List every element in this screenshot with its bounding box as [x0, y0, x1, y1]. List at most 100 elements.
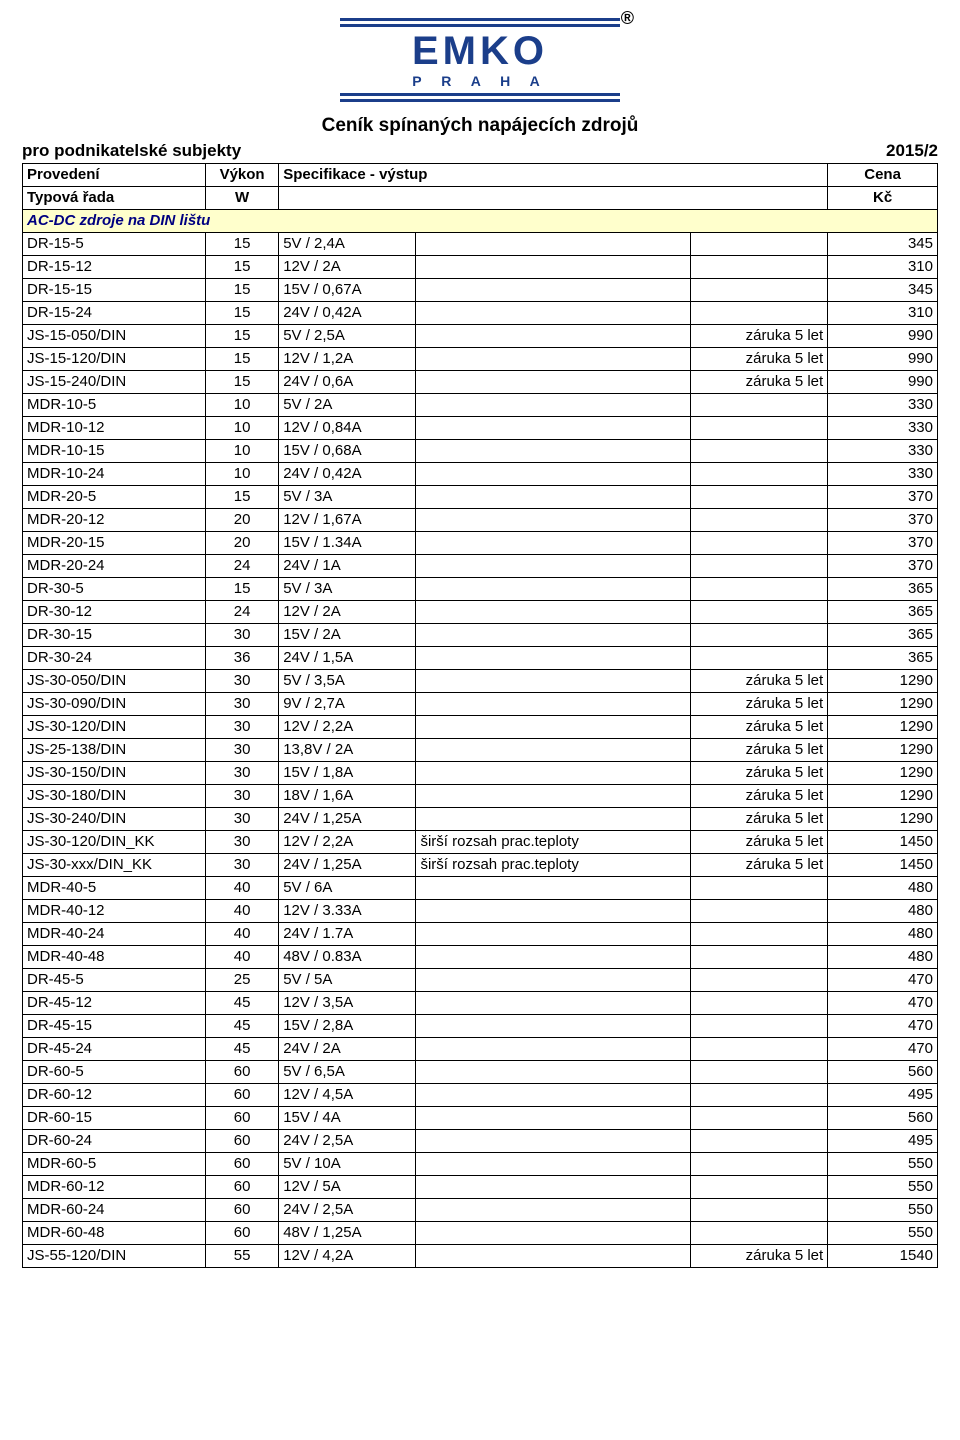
cell-model: JS-30-090/DIN — [23, 693, 206, 716]
cell-price: 1290 — [828, 693, 938, 716]
cell-warranty — [690, 1038, 827, 1061]
cell-note — [416, 1245, 691, 1268]
cell-model: MDR-40-5 — [23, 877, 206, 900]
cell-spec: 24V / 2,5A — [279, 1130, 416, 1153]
cell-warranty: záruka 5 let — [690, 808, 827, 831]
table-row: MDR-10-151015V / 0,68A330 — [23, 440, 938, 463]
cell-spec: 12V / 5A — [279, 1176, 416, 1199]
cell-power: 60 — [206, 1222, 279, 1245]
cell-warranty — [690, 992, 827, 1015]
cell-note — [416, 555, 691, 578]
cell-warranty: záruka 5 let — [690, 670, 827, 693]
cell-note — [416, 969, 691, 992]
cell-price: 550 — [828, 1222, 938, 1245]
table-row: JS-25-138/DIN3013,8V / 2Azáruka 5 let129… — [23, 739, 938, 762]
cell-warranty — [690, 969, 827, 992]
cell-note — [416, 647, 691, 670]
cell-model: DR-30-24 — [23, 647, 206, 670]
cell-price: 470 — [828, 1015, 938, 1038]
cell-power: 15 — [206, 578, 279, 601]
cell-note — [416, 302, 691, 325]
cell-spec: 24V / 1,5A — [279, 647, 416, 670]
cell-model: MDR-20-5 — [23, 486, 206, 509]
cell-model: MDR-10-15 — [23, 440, 206, 463]
cell-spec: 5V / 3A — [279, 486, 416, 509]
cell-spec: 5V / 2,5A — [279, 325, 416, 348]
cell-spec: 5V / 10A — [279, 1153, 416, 1176]
cell-price: 1290 — [828, 808, 938, 831]
cell-model: MDR-10-24 — [23, 463, 206, 486]
table-row: DR-60-126012V / 4,5A495 — [23, 1084, 938, 1107]
cell-price: 495 — [828, 1130, 938, 1153]
th-price-sub: Kč — [828, 187, 938, 210]
cell-price: 330 — [828, 440, 938, 463]
th-spec-sub — [279, 187, 828, 210]
cell-model: MDR-60-48 — [23, 1222, 206, 1245]
cell-power: 45 — [206, 992, 279, 1015]
cell-note — [416, 1107, 691, 1130]
cell-warranty — [690, 1130, 827, 1153]
cell-spec: 15V / 4A — [279, 1107, 416, 1130]
cell-note — [416, 325, 691, 348]
cell-power: 40 — [206, 923, 279, 946]
cell-note — [416, 578, 691, 601]
cell-price: 365 — [828, 601, 938, 624]
table-row: MDR-40-244024V / 1.7A480 — [23, 923, 938, 946]
table-row: MDR-20-5155V / 3A 370 — [23, 486, 938, 509]
table-row: DR-45-124512V / 3,5A470 — [23, 992, 938, 1015]
cell-spec: 12V / 4,5A — [279, 1084, 416, 1107]
cell-spec: 18V / 1,6A — [279, 785, 416, 808]
cell-power: 60 — [206, 1153, 279, 1176]
cell-spec: 5V / 5A — [279, 969, 416, 992]
cell-price: 370 — [828, 509, 938, 532]
page-title: Ceník spínaných napájecích zdrojů — [22, 115, 938, 137]
cell-note — [416, 394, 691, 417]
cell-spec: 5V / 3,5A — [279, 670, 416, 693]
cell-warranty: záruka 5 let — [690, 325, 827, 348]
cell-warranty — [690, 578, 827, 601]
cell-warranty: záruka 5 let — [690, 762, 827, 785]
cell-model: JS-15-050/DIN — [23, 325, 206, 348]
cell-price: 480 — [828, 923, 938, 946]
cell-power: 20 — [206, 532, 279, 555]
cell-power: 15 — [206, 486, 279, 509]
table-row: MDR-40-484048V / 0.83A480 — [23, 946, 938, 969]
cell-spec: 5V / 2A — [279, 394, 416, 417]
table-row: MDR-40-5405V / 6A480 — [23, 877, 938, 900]
cell-price: 370 — [828, 486, 938, 509]
cell-model: MDR-20-24 — [23, 555, 206, 578]
cell-warranty — [690, 1015, 827, 1038]
cell-warranty: záruka 5 let — [690, 371, 827, 394]
table-row: DR-30-5155V / 3A365 — [23, 578, 938, 601]
cell-spec: 5V / 6,5A — [279, 1061, 416, 1084]
cell-warranty — [690, 532, 827, 555]
table-row: JS-15-120/DIN1512V / 1,2Azáruka 5 let990 — [23, 348, 938, 371]
cell-note — [416, 417, 691, 440]
cell-model: MDR-20-15 — [23, 532, 206, 555]
cell-spec: 15V / 0,68A — [279, 440, 416, 463]
cell-price: 1290 — [828, 762, 938, 785]
th-spec: Specifikace - výstup — [279, 164, 828, 187]
cell-note — [416, 1130, 691, 1153]
cell-power: 45 — [206, 1015, 279, 1038]
cell-price: 330 — [828, 417, 938, 440]
cell-model: JS-30-180/DIN — [23, 785, 206, 808]
cell-spec: 24V / 0,6A — [279, 371, 416, 394]
cell-model: DR-15-24 — [23, 302, 206, 325]
cell-note — [416, 532, 691, 555]
cell-spec: 24V / 2A — [279, 1038, 416, 1061]
cell-note — [416, 371, 691, 394]
cell-price: 1290 — [828, 785, 938, 808]
cell-price: 1290 — [828, 739, 938, 762]
cell-power: 25 — [206, 969, 279, 992]
cell-note — [416, 1153, 691, 1176]
cell-note — [416, 601, 691, 624]
cell-price: 370 — [828, 555, 938, 578]
cell-warranty — [690, 1061, 827, 1084]
cell-model: DR-15-15 — [23, 279, 206, 302]
cell-model: DR-15-12 — [23, 256, 206, 279]
cell-spec: 24V / 1,25A — [279, 808, 416, 831]
cell-warranty — [690, 486, 827, 509]
cell-note — [416, 1176, 691, 1199]
cell-model: JS-30-120/DIN — [23, 716, 206, 739]
